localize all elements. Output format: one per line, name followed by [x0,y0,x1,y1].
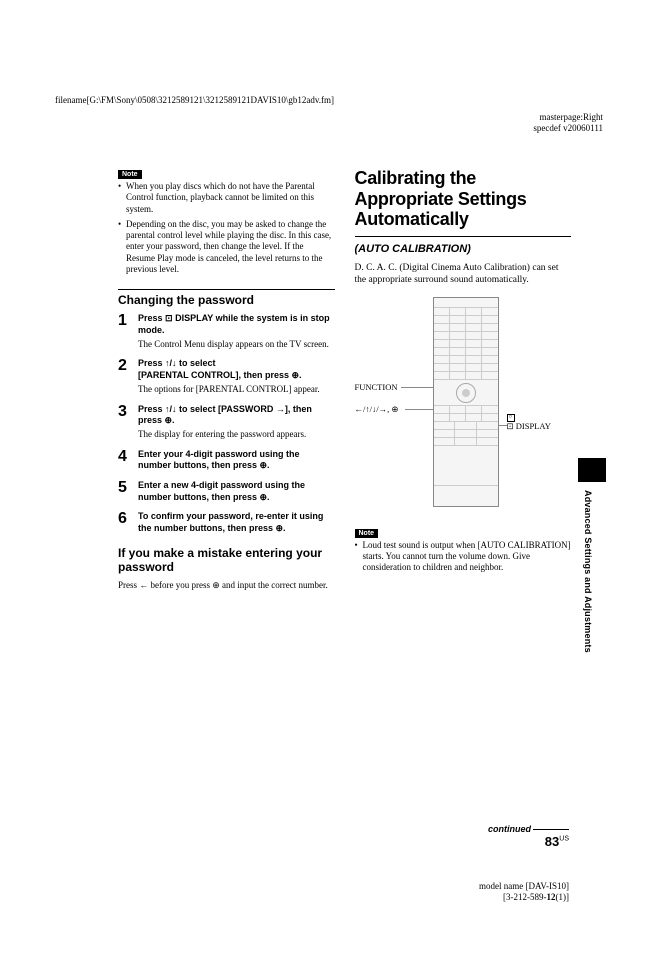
model-name: model name [DAV-IS10] [479,881,569,893]
mistake-head: If you make a mistake entering your pass… [118,543,335,575]
note-item: When you play discs which do not have th… [118,181,335,215]
label-arrows: ←/↑/↓/→, ⊕ [355,405,399,414]
label-function: FUNCTION [355,383,398,392]
title-block: Calibrating the Appropriate Settings Aut… [355,168,572,237]
page-content: Note When you play discs which do not ha… [118,168,571,602]
step-3: 3 Press ↑/↓ to select [PASSWORD →], then… [118,404,335,443]
step-5: 5 Enter a new 4-digit password using the… [118,480,335,505]
step-number: 2 [118,358,138,397]
part-number: [3-212-589-12(1)] [479,892,569,904]
step-desc: The options for [PARENTAL CONTROL] appea… [138,384,320,396]
step-instruction: Press ↑/↓ to select [PASSWORD →], then p… [138,404,335,427]
side-section-label: Advanced Settings and Adjustments [583,490,593,653]
right-column: Calibrating the Appropriate Settings Aut… [345,168,572,602]
intro-text: D. C. A. C. (Digital Cinema Auto Calibra… [355,263,572,287]
note-item: Loud test sound is output when [AUTO CAL… [355,540,572,574]
footer-info: model name [DAV-IS10] [3-212-589-12(1)] [479,881,569,904]
step-number: 1 [118,313,138,352]
step-instruction: Enter a new 4-digit password using the n… [138,480,335,503]
step-instruction: To confirm your password, re-enter it us… [138,511,335,534]
remote-diagram: FUNCTION ←/↑/↓/→, ⊕ ⊡ DISPLAY [355,297,572,517]
step-desc: The display for entering the password ap… [138,429,335,441]
step-instruction: Press ⊡ DISPLAY while the system is in s… [138,313,335,336]
header-meta: masterpage:Right specdef v20060111 [533,112,603,134]
specdef: specdef v20060111 [533,123,603,134]
step-4: 4 Enter your 4-digit password using the … [118,449,335,474]
page-title: Calibrating the Appropriate Settings Aut… [355,168,572,230]
side-tab [578,458,606,482]
step-6: 6 To confirm your password, re-enter it … [118,511,335,536]
note-badge: Note [118,170,142,179]
note-badge: Note [355,529,379,538]
step-desc: The Control Menu display appears on the … [138,339,335,351]
step-2: 2 Press ↑/↓ to select [PARENTAL CONTROL]… [118,358,335,397]
mistake-text: Press ← before you press ⊕ and input the… [118,580,335,592]
step-number: 3 [118,404,138,443]
masterpage: masterpage:Right [533,112,603,123]
step-instruction: Press ↑/↓ to select [PARENTAL CONTROL], … [138,358,320,381]
note-item: Depending on the disc, you may be asked … [118,219,335,275]
changing-password-head: Changing the password [118,289,335,307]
continued-label: continued [488,824,569,834]
display-icon [507,414,515,422]
step-1: 1 Press ⊡ DISPLAY while the system is in… [118,313,335,352]
steps-list: 1 Press ⊡ DISPLAY while the system is in… [118,313,335,536]
remote-body [433,297,499,507]
step-instruction: Enter your 4-digit password using the nu… [138,449,335,472]
subtitle: (AUTO CALIBRATION) [355,243,572,255]
step-number: 4 [118,449,138,474]
step-number: 5 [118,480,138,505]
page-number: 83US [545,834,569,849]
left-column: Note When you play discs which do not ha… [118,168,345,602]
header-filename: filename[G:\FM\Sony\0508\3212589121\3212… [55,95,334,105]
note-list-right: Loud test sound is output when [AUTO CAL… [355,540,572,574]
note-list: When you play discs which do not have th… [118,181,335,275]
step-number: 6 [118,511,138,536]
label-display: ⊡ DISPLAY [507,413,551,432]
